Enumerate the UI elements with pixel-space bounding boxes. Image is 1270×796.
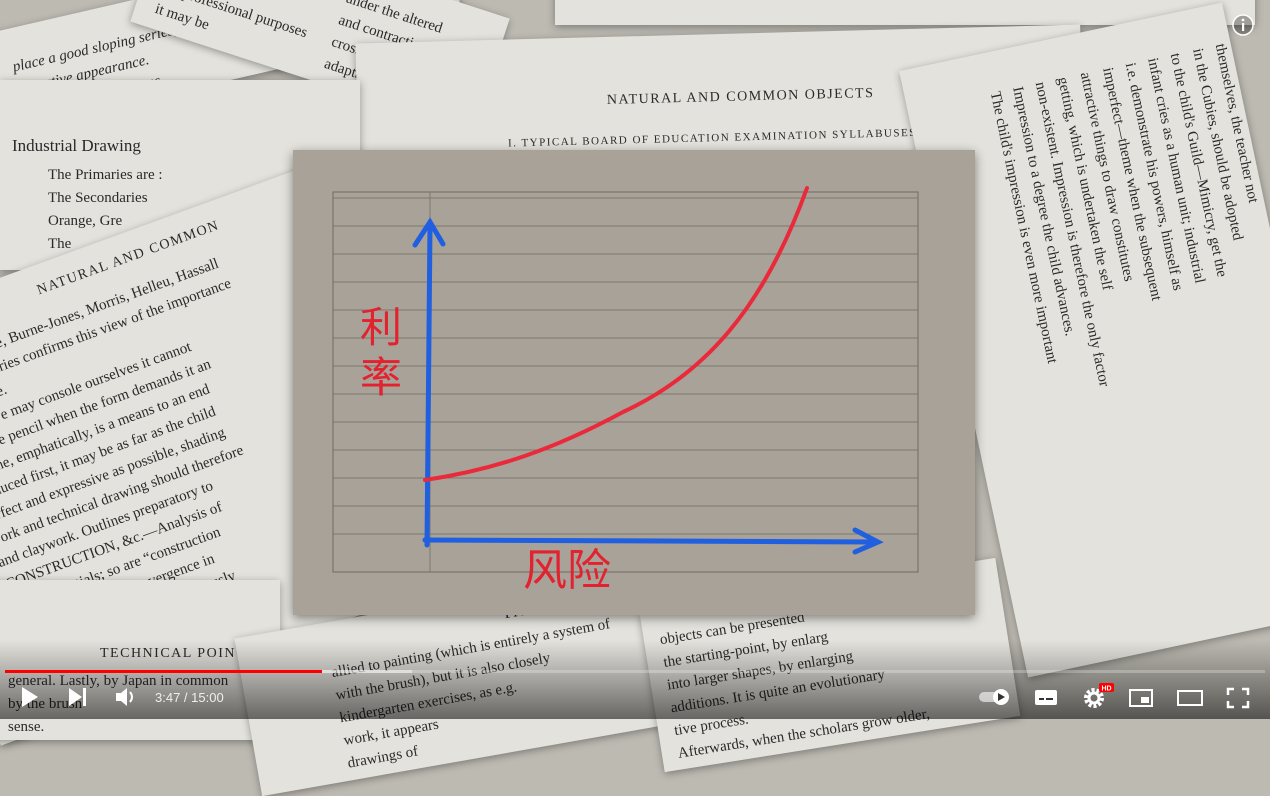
hd-badge <box>1099 683 1114 692</box>
settings-button[interactable] <box>1084 688 1104 708</box>
subtitles-button[interactable] <box>1035 690 1057 705</box>
page-text-line: The <box>48 236 72 252</box>
y-axis-label: 利率 <box>354 305 403 405</box>
next-button[interactable] <box>69 688 86 706</box>
page-heading: NATURAL AND COMMON OBJECTS <box>606 85 875 108</box>
hand-drawn-chart: 利率 风险 <box>332 186 919 596</box>
x-axis-label: 风险 <box>523 545 611 596</box>
play-button[interactable] <box>22 687 38 707</box>
miniplayer-button[interactable] <box>1129 689 1153 707</box>
info-button[interactable] <box>1232 14 1254 36</box>
page-heading: Industrial Drawing <box>12 136 141 155</box>
quality-badge: HD <box>1101 686 1111 693</box>
cardboard: 利率 风险 <box>293 150 975 615</box>
page-text-line: The Primaries are : <box>48 167 163 183</box>
theater-button[interactable] <box>1177 690 1203 706</box>
volume-button[interactable] <box>116 688 133 706</box>
page-text-line: Orange, Gre <box>48 213 123 229</box>
time-display: 3:47 / 15:00 <box>155 690 224 705</box>
player-controls: 3:47 / 15:00 HD <box>0 640 1270 719</box>
page-text-line: sense. <box>8 719 45 735</box>
page-text-line: The Secondaries <box>48 190 148 206</box>
fullscreen-button[interactable] <box>1226 687 1250 709</box>
progress-track[interactable] <box>5 670 1265 673</box>
progress-bar <box>5 670 322 673</box>
control-bar: 3:47 / 15:00 HD <box>5 670 1265 709</box>
page-text-line: enced in outline drawing and <box>687 770 947 772</box>
autoplay-toggle[interactable] <box>979 689 1009 705</box>
